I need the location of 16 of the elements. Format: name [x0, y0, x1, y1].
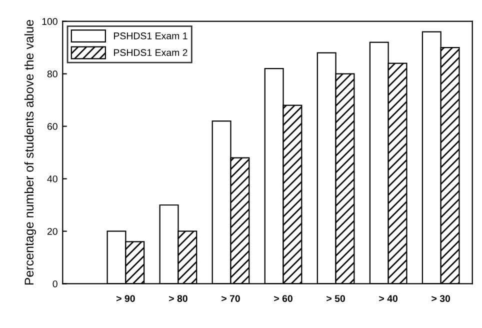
- x-tick-label: > 40: [379, 295, 398, 302]
- x-tick-label: > 70: [222, 295, 240, 302]
- y-axis-title: Percentage number of students above the value: [24, 20, 36, 285]
- y-tick-label: 100: [42, 18, 58, 25]
- x-tick-label: > 80: [169, 295, 188, 302]
- legend-label: PSHDS1 Exam 2: [114, 49, 188, 56]
- legend-label: PSHDS1 Exam 1: [114, 32, 188, 40]
- y-tick-label: 40: [47, 175, 58, 182]
- x-tick-label: > 60: [274, 295, 292, 302]
- x-tick-label: > 30: [432, 295, 450, 302]
- y-tick-label: 80: [47, 70, 58, 78]
- y-tick-label: 20: [47, 228, 58, 235]
- x-tick-label: > 90: [116, 295, 135, 302]
- y-tick-label: 60: [47, 123, 58, 130]
- y-tick-label: 0: [52, 280, 58, 288]
- x-tick-label: > 50: [326, 295, 345, 302]
